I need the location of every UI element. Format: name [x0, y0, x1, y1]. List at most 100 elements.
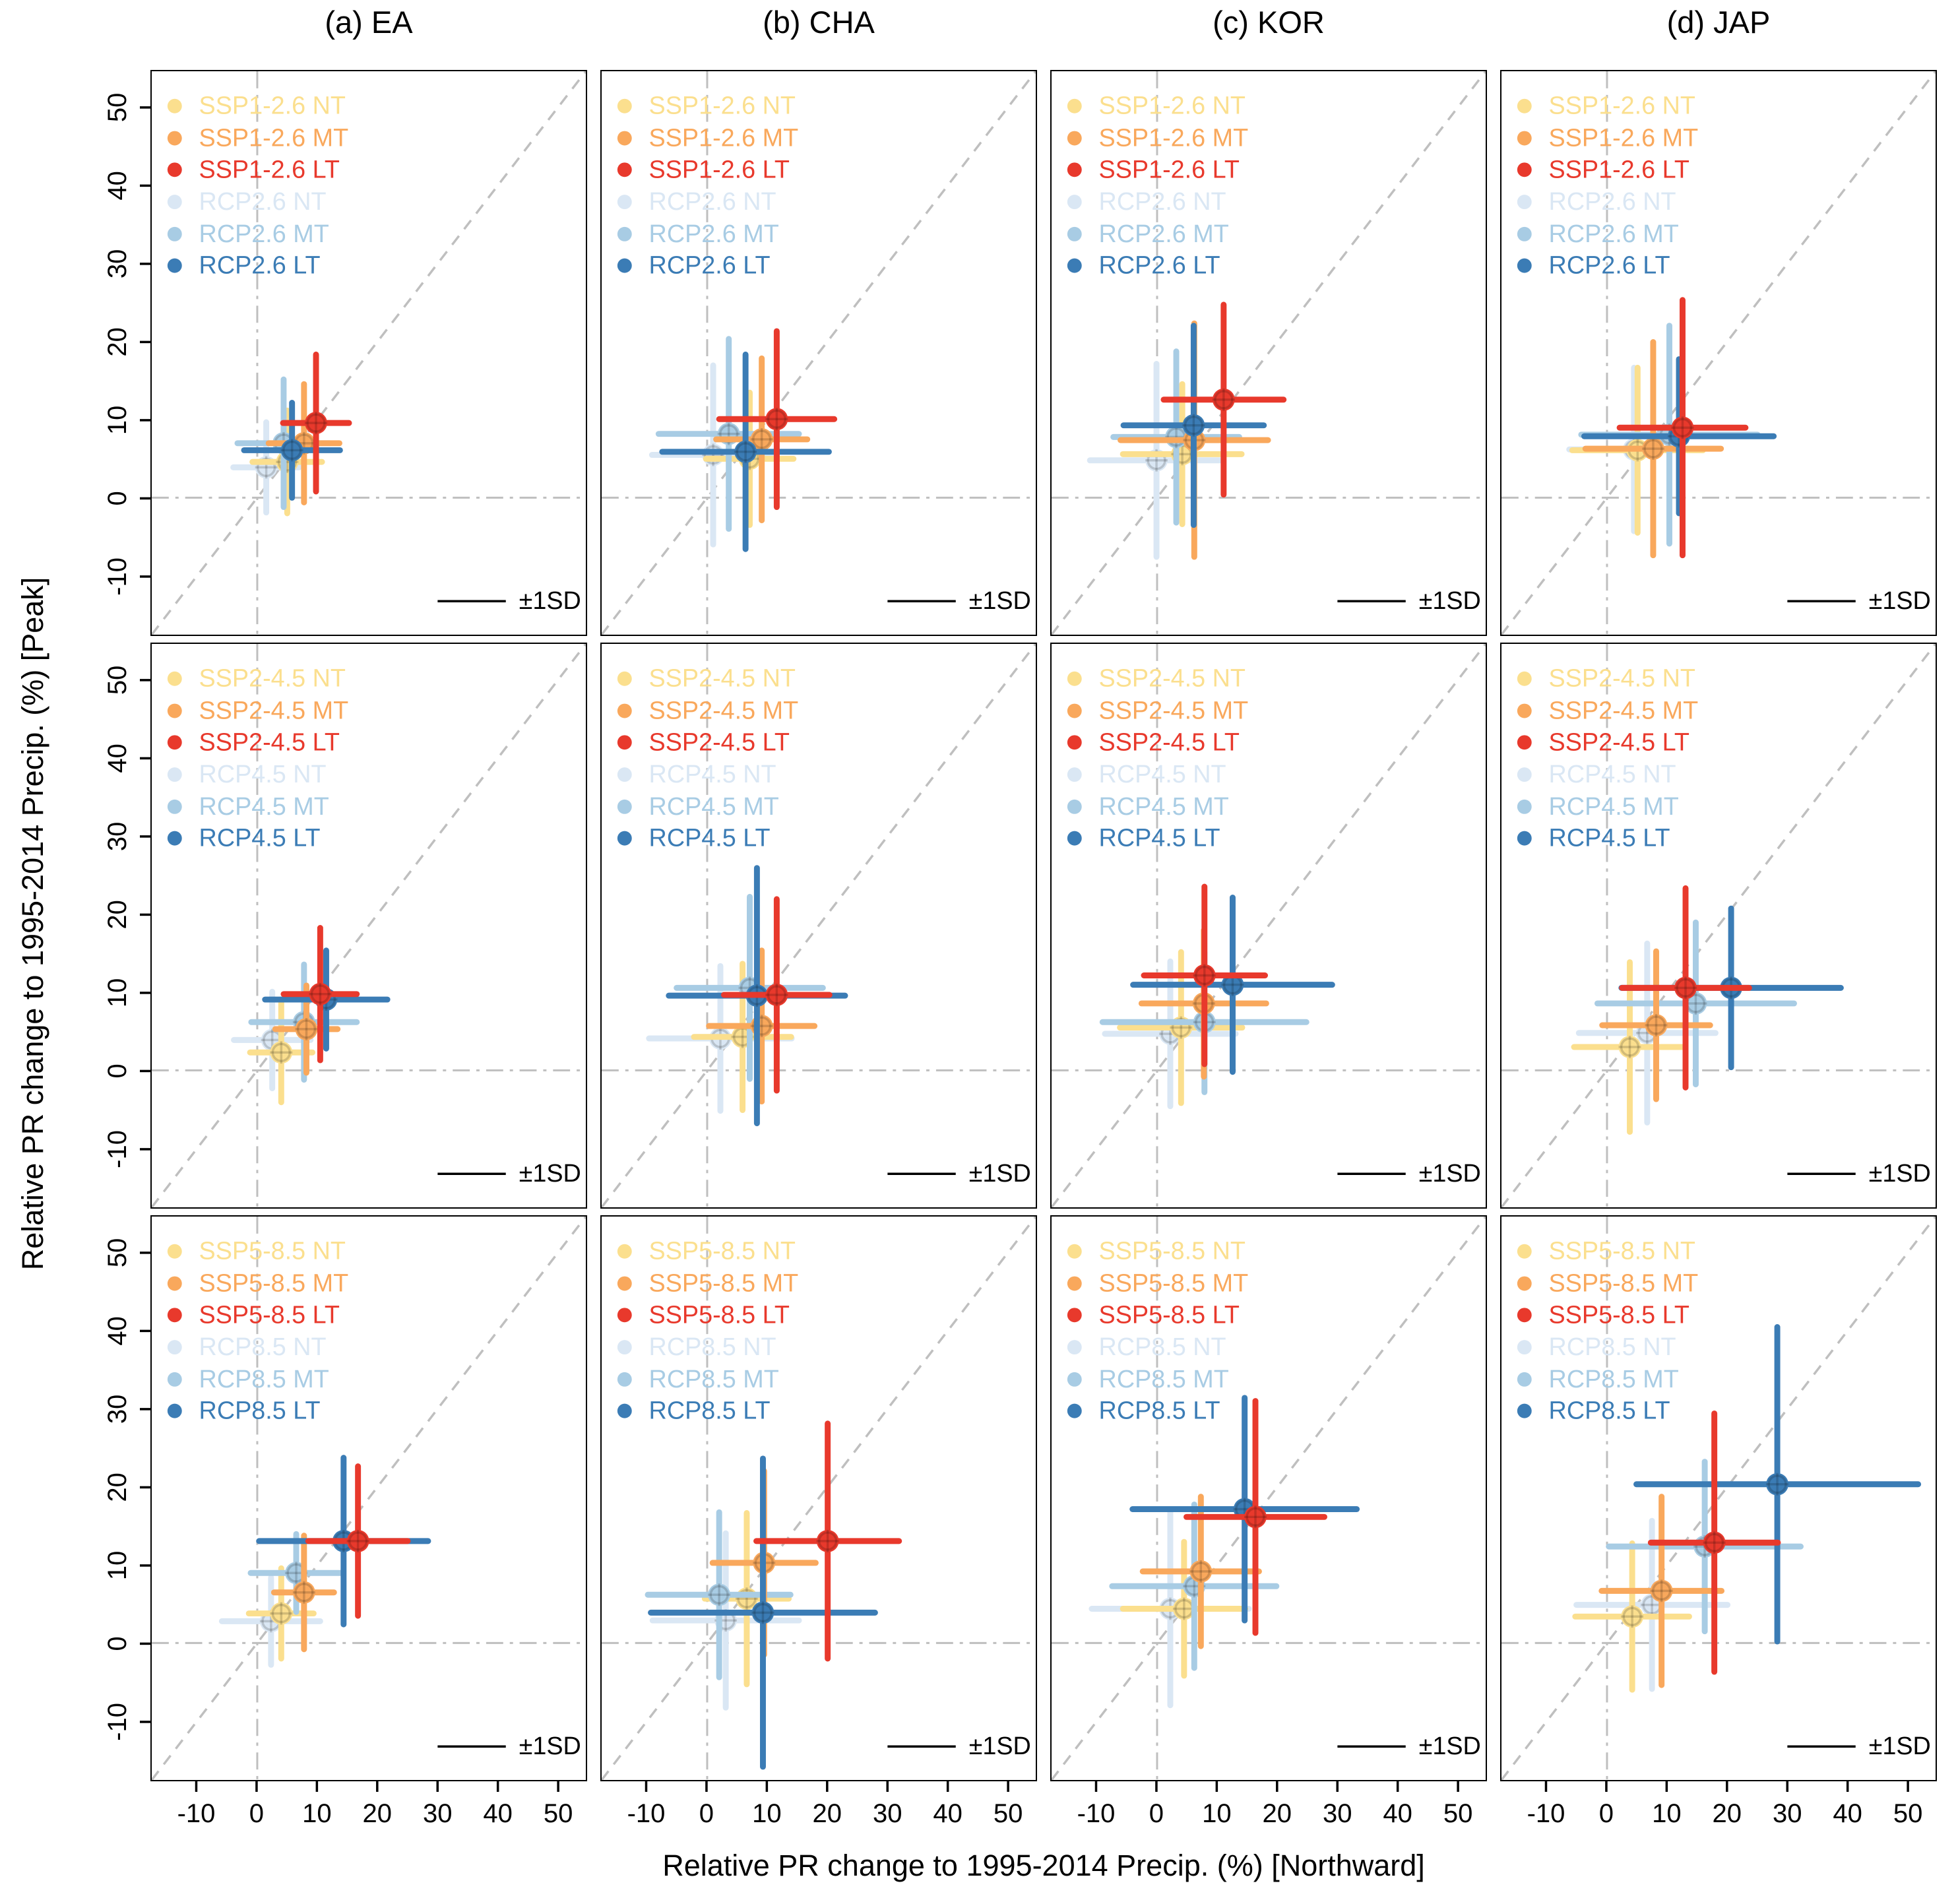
- y-tick-label: 30: [103, 822, 132, 852]
- data-point-ring: [736, 442, 755, 462]
- data-point: [1193, 964, 1216, 987]
- legend-entry-rcp-mt: RCP4.5 MT: [617, 793, 779, 821]
- data-point: [1244, 1506, 1267, 1529]
- legend-dot: [1067, 767, 1082, 782]
- column-title-JAP: (d) JAP: [1666, 5, 1771, 40]
- legend-label: RCP4.5 MT: [649, 793, 779, 821]
- data-point-ring: [1195, 965, 1215, 986]
- y-tick-label: 0: [103, 1063, 132, 1078]
- legend-dot: [1517, 735, 1532, 750]
- legend-label: SSP5-8.5 NT: [649, 1238, 796, 1265]
- series-ssp-lt: [1160, 301, 1287, 498]
- series-ssp-lt: [1647, 1410, 1781, 1675]
- column-title-EA: (a) EA: [325, 5, 413, 40]
- data-point-ring: [751, 1016, 772, 1036]
- data-point: [750, 428, 773, 451]
- x-tick-label: 30: [1773, 1799, 1802, 1828]
- legend-dot: [167, 831, 182, 846]
- legend-dot: [167, 1276, 182, 1291]
- data-point: [751, 1601, 774, 1624]
- panel-plot-CHA-row2: SSP2-4.5 NT SSP2-4.5 MT SSP2-4.5 LT RCP4.5 …: [602, 644, 1036, 1207]
- legend-entry-ssp-lt: SSP1-2.6 LT: [1067, 156, 1240, 183]
- series-ssp-lt: [1616, 297, 1749, 559]
- data-point: [1645, 1014, 1668, 1036]
- x-tick-label: -10: [627, 1799, 666, 1828]
- data-point-ring: [1622, 1606, 1642, 1626]
- legend-entry-ssp-nt: SSP2-4.5 NT: [617, 665, 796, 693]
- legend-label: RCP2.6 LT: [199, 252, 321, 280]
- legend-dot: [1517, 162, 1532, 177]
- data-point-ring: [719, 424, 739, 444]
- legend-label: SSP2-4.5 LT: [1099, 728, 1240, 756]
- legend-dot: [1517, 703, 1532, 718]
- data-point: [1189, 1560, 1213, 1583]
- data-point: [765, 984, 788, 1006]
- panel-plot-EA-row1: SSP1-2.6 NT SSP1-2.6 MT SSP1-2.6 LT RCP2.6 …: [152, 71, 586, 635]
- x-tick-label: 10: [302, 1799, 332, 1828]
- legend-dot: [1067, 1308, 1082, 1323]
- legend-dot: [1067, 258, 1082, 273]
- legend-dot: [167, 1403, 182, 1418]
- legend-entry-ssp-nt: SSP1-2.6 NT: [1067, 92, 1246, 120]
- x-tick-label: 30: [423, 1799, 453, 1828]
- legend-label: SSP1-2.6 MT: [1549, 125, 1699, 152]
- legend-dot: [1067, 1403, 1082, 1418]
- legend-label: SSP2-4.5 MT: [649, 697, 799, 725]
- legend-dot: [1517, 1340, 1532, 1355]
- y-tick-label: 0: [103, 1636, 132, 1651]
- series-ssp-mt: [1582, 339, 1724, 559]
- legend-entry-ssp-nt: SSP2-4.5 NT: [1517, 665, 1695, 693]
- legend-label: SSP1-2.6 LT: [649, 156, 790, 183]
- legend-dot: [1517, 131, 1532, 146]
- legend-dot: [167, 703, 182, 718]
- legend-dot: [617, 735, 632, 750]
- legend-entry-ssp-mt: SSP1-2.6 MT: [617, 125, 798, 152]
- series-ssp-lt: [280, 925, 360, 1063]
- legend-label: SSP2-4.5 NT: [1549, 665, 1695, 693]
- data-point-ring: [1676, 978, 1695, 998]
- series-ssp-lt: [1619, 885, 1752, 1091]
- x-tick-label: 30: [873, 1799, 902, 1828]
- series-rcp-nt: [649, 1530, 802, 1711]
- legend-dot: [1067, 703, 1082, 718]
- legend-label: SSP1-2.6 NT: [1099, 92, 1246, 120]
- series-ssp-mt: [1598, 1494, 1725, 1688]
- panel-plot-KOR-row3: SSP5-8.5 NT SSP5-8.5 MT SSP5-8.5 LT RCP8.5 …: [1052, 1217, 1486, 1780]
- legend-label: SSP1-2.6 MT: [649, 125, 799, 152]
- legend-entry-rcp-mt: RCP2.6 MT: [1067, 220, 1229, 248]
- legend-label: SSP5-8.5 LT: [1099, 1301, 1240, 1329]
- legend-entry-ssp-lt: SSP2-4.5 LT: [617, 728, 790, 756]
- legend-label: RCP2.6 LT: [649, 252, 771, 280]
- y-tick-label: 20: [103, 327, 132, 356]
- data-point-ring: [709, 1585, 729, 1604]
- data-point: [1766, 1473, 1788, 1496]
- legend-entry-rcp-nt: RCP2.6 NT: [617, 188, 776, 216]
- panel-plot-CHA-row1: SSP1-2.6 NT SSP1-2.6 MT SSP1-2.6 LT RCP2.6 …: [602, 71, 1036, 635]
- legend-entry-rcp-lt: RCP2.6 LT: [1517, 252, 1670, 280]
- y-tick-label: -10: [103, 1703, 132, 1741]
- series-rcp-lt: [659, 351, 832, 552]
- legend-entry-rcp-nt: RCP8.5 NT: [167, 1333, 327, 1361]
- legend-entry-rcp-mt: RCP4.5 MT: [1517, 793, 1679, 821]
- data-point: [305, 412, 327, 435]
- legend-entry-ssp-mt: SSP2-4.5 MT: [1067, 697, 1248, 725]
- legend-entry-rcp-mt: RCP2.6 MT: [1517, 220, 1679, 248]
- legend-entry-rcp-lt: RCP8.5 LT: [1517, 1397, 1670, 1425]
- data-point-ring: [1184, 416, 1204, 435]
- y-tick-label: 50: [103, 666, 132, 695]
- legend-dot: [617, 831, 632, 846]
- panel-JAP-row3: SSP5-8.5 NT SSP5-8.5 MT SSP5-8.5 LT RCP8.5 …: [1500, 1215, 1937, 1781]
- legend-label: RCP8.5 LT: [1549, 1397, 1670, 1425]
- legend-label: SSP1-2.6 NT: [199, 92, 346, 120]
- legend-label: SSP2-4.5 NT: [199, 665, 346, 693]
- legend-entry-ssp-nt: SSP5-8.5 NT: [1067, 1238, 1246, 1265]
- legend-label: SSP5-8.5 MT: [1099, 1270, 1249, 1298]
- data-point-ring: [1171, 1017, 1191, 1038]
- y-tick-label: 40: [103, 171, 132, 201]
- legend-dot: [617, 671, 632, 686]
- data-point: [295, 1017, 318, 1040]
- legend-label: RCP8.5 LT: [199, 1397, 321, 1425]
- legend-dot: [167, 131, 182, 146]
- legend-entry-rcp-lt: RCP4.5 LT: [617, 825, 771, 852]
- legend-entry-ssp-lt: SSP5-8.5 LT: [1067, 1301, 1240, 1329]
